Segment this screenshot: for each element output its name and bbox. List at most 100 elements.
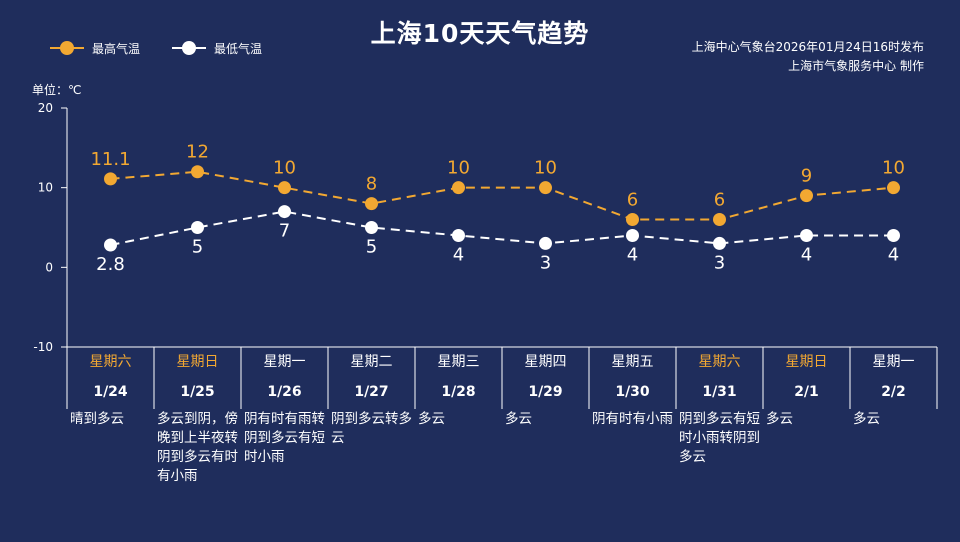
legend-high-label: 最高气温 [92, 41, 141, 56]
day-date: 2/1 [794, 384, 819, 400]
low-temperature-label: 4 [453, 244, 464, 265]
low-temperature-point [104, 238, 117, 252]
low-temperature-point [278, 205, 291, 219]
low-temperature-point [365, 221, 378, 234]
high-temperature-point [365, 197, 378, 211]
high-temperature-line [110, 170, 894, 221]
low-temperature-label: 3 [714, 252, 725, 273]
low-temperature-label: 7 [279, 221, 290, 242]
unit-label: 单位：℃ [32, 83, 82, 97]
low-temperature-label: 4 [888, 244, 899, 265]
low-temperature-label: 2.8 [96, 254, 125, 275]
forecast-day: 星期日 1/25 多云到阴，傍晚到上半夜转阴到多云有时有小雨 [154, 347, 241, 486]
day-weather: 阴有时有雨转阴到多云有短时小雨 [244, 411, 325, 465]
day-date: 1/29 [528, 384, 563, 400]
y-tick-label: 10 [38, 181, 53, 195]
day-weekday: 星期三 [437, 354, 480, 370]
day-weekday: 星期五 [611, 354, 654, 370]
day-weekday: 星期日 [785, 354, 828, 370]
day-date: 1/30 [615, 384, 650, 400]
high-temperature-point [278, 181, 291, 195]
day-date: 1/27 [354, 384, 389, 400]
low-temperature-label: 5 [366, 237, 377, 258]
forecast-day: 星期六 1/31 阴到多云有短时小雨转阴到多云 [676, 347, 763, 467]
day-date: 1/28 [441, 384, 476, 400]
day-weather: 多云 [766, 411, 793, 427]
high-temperature-point [104, 172, 117, 186]
day-weekday: 星期二 [350, 354, 393, 370]
high-temperature-label: 10 [447, 158, 470, 179]
day-weekday: 星期日 [176, 354, 219, 370]
forecast-day: 星期一 1/26 阴有时有雨转阴到多云有短时小雨 [241, 347, 328, 467]
low-temperature-point [800, 228, 813, 242]
high-temperature-label: 6 [627, 190, 638, 211]
high-temperature-label: 9 [801, 166, 812, 187]
low-temperature-series: 2.8 5 7 5 4 3 4 3 4 4 [96, 205, 900, 275]
legend-low: 最低气温 [172, 39, 262, 57]
high-temperature-series: 11.1 12 10 8 10 10 6 6 9 10 [90, 142, 905, 227]
high-temperature-point [713, 213, 726, 227]
low-temperature-line [110, 210, 894, 247]
forecast-day: 星期六 1/24 晴到多云 [67, 347, 154, 429]
day-weekday: 星期一 [263, 354, 306, 370]
y-tick-label: -10 [33, 340, 53, 354]
publisher-line-1: 上海中心气象台2026年01月24日16时发布 [691, 40, 924, 54]
day-weather: 阴有时有小雨 [592, 411, 673, 427]
chart-title: 上海10天天气趋势 [370, 19, 590, 48]
high-temperature-point [626, 213, 639, 227]
day-weekday: 星期六 [698, 354, 741, 370]
day-date: 1/26 [267, 384, 302, 400]
day-weekday: 星期一 [872, 354, 915, 370]
legend-low-marker [172, 41, 206, 55]
day-weather: 多云到阴，傍晚到上半夜转阴到多云有时有小雨 [157, 411, 238, 484]
forecast-day: 星期五 1/30 阴有时有小雨 [589, 347, 676, 429]
legend-high: 最高气温 [50, 39, 140, 57]
high-temperature-point [800, 189, 813, 203]
low-temperature-label: 3 [540, 252, 551, 273]
day-date: 1/24 [93, 384, 128, 400]
low-temperature-label: 4 [627, 244, 638, 265]
high-temperature-point [191, 165, 204, 179]
day-weekday: 星期六 [89, 354, 132, 370]
forecast-day: 星期二 1/27 阴到多云转多云 [328, 347, 415, 448]
day-weather: 多云 [418, 411, 445, 427]
high-temperature-point [539, 181, 552, 195]
forecast-day: 星期日 2/1 多云 [763, 347, 850, 429]
legend-high-marker [50, 41, 84, 55]
high-temperature-label: 10 [882, 158, 905, 179]
low-temperature-label: 4 [801, 244, 812, 265]
high-temperature-label: 12 [186, 142, 209, 163]
day-date: 1/25 [180, 384, 215, 400]
low-temperature-point [713, 236, 726, 250]
day-weather: 多云 [505, 411, 532, 427]
high-temperature-point [887, 181, 900, 195]
low-temperature-point [887, 228, 900, 242]
day-weekday: 星期四 [524, 354, 567, 370]
low-temperature-point [539, 236, 552, 250]
high-temperature-label: 10 [273, 158, 296, 179]
chart-axes: 20 10 0 -10 [33, 101, 938, 409]
high-temperature-label: 11.1 [90, 149, 130, 170]
high-temperature-label: 8 [366, 174, 377, 195]
high-temperature-point [452, 181, 465, 195]
forecast-day: 星期三 1/28 多云 [415, 347, 502, 429]
y-tick-label: 20 [38, 101, 53, 115]
forecast-day: 星期四 1/29 多云 [502, 347, 589, 429]
low-temperature-point [191, 221, 204, 234]
day-weather: 阴到多云有短时小雨转阴到多云 [679, 411, 760, 465]
high-temperature-label: 10 [534, 158, 557, 179]
day-weather: 多云 [853, 411, 880, 427]
day-date: 2/2 [881, 384, 906, 400]
legend-low-label: 最低气温 [214, 41, 263, 56]
publisher-line-2: 上海市气象服务中心 制作 [788, 59, 924, 73]
day-date: 1/31 [702, 384, 737, 400]
low-temperature-label: 5 [192, 237, 203, 258]
y-tick-label: 0 [45, 260, 53, 274]
forecast-day: 星期一 2/2 多云 [850, 347, 937, 429]
day-weather: 晴到多云 [70, 411, 124, 427]
day-weather: 阴到多云转多云 [331, 411, 412, 446]
low-temperature-point [626, 228, 639, 242]
high-temperature-label: 6 [714, 190, 725, 211]
low-temperature-point [452, 228, 465, 242]
